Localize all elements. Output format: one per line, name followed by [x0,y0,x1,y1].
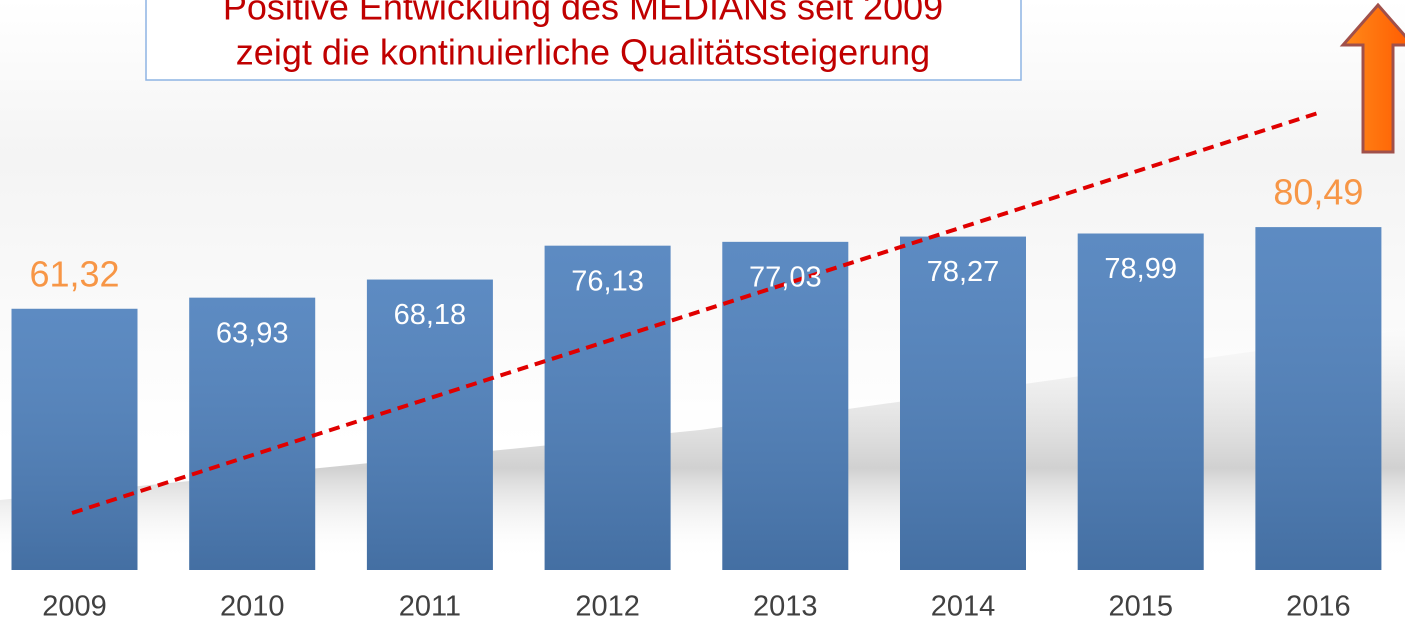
bar-shade [900,236,1026,570]
value-label: 63,93 [216,317,289,349]
x-tick-label: 2015 [1108,591,1173,623]
bar-shade [1077,233,1204,570]
x-tick-label: 2011 [399,591,461,623]
trend-line [71,111,1319,515]
value-label: 78,27 [927,256,1000,288]
value-label: 61,32 [29,253,119,294]
floor-shadow [0,330,1405,560]
x-tick-label: 2009 [42,591,107,623]
up-arrow [1339,2,1405,154]
chart-subtitle: zeigt die kontinuierliche Qualitätssteig… [236,32,930,73]
bar-shade [11,308,138,570]
bar-shade [366,279,493,570]
value-label: 76,13 [571,265,644,297]
x-tick-label: 2016 [1286,591,1351,623]
x-tick-label: 2010 [220,591,285,623]
x-tick-label: 2012 [575,591,640,623]
title-box [145,0,1022,81]
value-label: 78,99 [1104,253,1177,285]
bar-shade [544,245,671,570]
value-label: 68,18 [394,299,467,331]
x-tick-label: 2013 [753,591,818,623]
bar-shade [1255,227,1382,570]
chart-title: Positive Entwicklung des MEDIANs seit 20… [223,0,943,28]
bar-shade [189,297,316,570]
value-label: 77,03 [749,262,822,294]
x-tick-label: 2014 [931,591,996,623]
value-label: 80,49 [1273,172,1363,213]
